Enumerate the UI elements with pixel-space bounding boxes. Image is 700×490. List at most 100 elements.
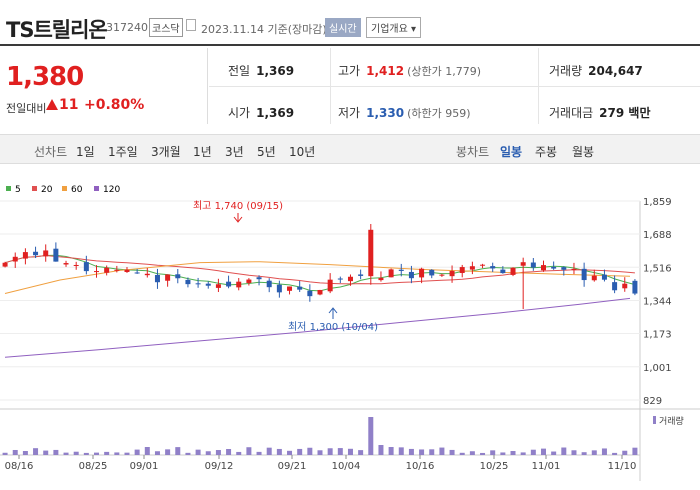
document-icon[interactable]: [186, 19, 196, 31]
candle-body: [571, 268, 577, 271]
candle-body: [53, 248, 59, 262]
candle-body: [215, 284, 221, 288]
volume-bar: [561, 447, 567, 455]
volume-bar: [581, 452, 587, 455]
volume-bar: [226, 449, 232, 455]
candle-body: [73, 264, 79, 266]
volume-bar: [540, 448, 546, 455]
candle-body: [185, 279, 191, 285]
ma-line-20: [4, 254, 635, 285]
tab-3y[interactable]: 3년: [225, 145, 244, 159]
volume-bar: [175, 447, 181, 455]
tab-10y[interactable]: 10년: [289, 145, 316, 159]
candle-body: [347, 276, 353, 282]
candle-chart-label: 봉차트: [456, 145, 490, 159]
tab-5y[interactable]: 5년: [257, 145, 276, 159]
volume-bar: [490, 450, 496, 455]
change-percent: +0.80%: [84, 97, 145, 113]
volume-bar: [398, 447, 404, 455]
stats-col-divider: [538, 48, 539, 124]
y-axis-ticks: 1,859 1,688 1,516 1,344 1,173 1,001 829: [643, 197, 672, 407]
volume-bar: [215, 450, 221, 455]
tab-1y[interactable]: 1년: [193, 145, 212, 159]
candle-body: [236, 281, 242, 288]
candle-body: [358, 274, 364, 276]
candles: [2, 223, 638, 310]
candle-body: [561, 267, 567, 270]
volume-bar: [408, 448, 414, 455]
x-tick-label: 08/16: [5, 461, 34, 472]
legend-ma20: 20: [41, 185, 53, 195]
volume-bar: [53, 449, 59, 455]
candle-body: [256, 277, 262, 280]
volume-bar: [114, 452, 120, 455]
y-tick-label: 1,173: [643, 330, 672, 341]
low-annotation: 최저 1,300 (10/04): [288, 321, 378, 333]
candle-body: [327, 279, 333, 292]
candlestick-chart[interactable]: 5 20 60 120 1,859 1,688 1,516 1,344 1,173 1,0…: [0, 165, 700, 490]
volume-bar: [134, 449, 140, 455]
volume-bar: [632, 447, 638, 455]
candle-body: [144, 273, 150, 276]
volume-bar: [327, 448, 333, 455]
x-tick-label: 10/04: [332, 461, 361, 472]
volume-bar: [622, 450, 628, 455]
volume-bar: [510, 451, 516, 455]
volume-bar: [104, 451, 110, 455]
change-value: 11: [46, 97, 78, 113]
volume-bar: [266, 447, 272, 455]
x-tick-label: 11/01: [532, 461, 561, 472]
svg-text:거래량: 거래량: [659, 415, 684, 427]
volume-bar: [144, 447, 150, 455]
chart-grid: [0, 200, 700, 481]
y-tick-label: 1,001: [643, 363, 672, 374]
line-chart-label: 선차트: [34, 145, 68, 159]
candle-body: [12, 256, 18, 262]
volume-bar: [520, 452, 526, 455]
volume-bar: [73, 451, 79, 455]
tab-3m[interactable]: 3개월: [151, 145, 181, 159]
tab-monthly[interactable]: 월봉: [572, 145, 595, 159]
stock-name: TS트릴리온: [6, 18, 108, 42]
volume-bar: [124, 452, 130, 455]
stat-volume: 거래량 204,647: [549, 64, 643, 78]
volume-bar: [337, 448, 343, 455]
candle-body: [581, 268, 587, 281]
volume-bar: [287, 450, 293, 455]
high-arrow-icon: [233, 213, 243, 223]
x-axis-ticks: 08/16 08/25 09/01 09/12 09/21 10/04 10/16 10/25…: [5, 461, 637, 472]
chart-legend: 5 20 60 120: [6, 185, 120, 195]
tab-weekly[interactable]: 주봉: [535, 145, 558, 159]
volume-bar: [347, 448, 353, 455]
candle-body: [551, 266, 557, 269]
volume-bar: [368, 417, 374, 455]
base-date: 2023.11.14 기준(장마감): [201, 23, 327, 36]
candle-body: [622, 283, 628, 289]
ma-line-60: [4, 261, 631, 294]
volume-bar: [256, 451, 262, 455]
volume-bar: [94, 452, 100, 455]
tab-1w[interactable]: 1주일: [108, 145, 138, 159]
volume-bar: [612, 452, 618, 455]
legend-ma120: 120: [103, 185, 120, 195]
volume-bar: [83, 452, 89, 455]
candle-body: [368, 229, 374, 277]
x-tick-label: 08/25: [79, 461, 108, 472]
tab-1d[interactable]: 1일: [76, 145, 95, 159]
stock-code: 317240: [106, 21, 148, 34]
volume-bar: [530, 449, 536, 455]
stat-prev: 전일 1,369: [228, 64, 295, 78]
stats-row-divider: [209, 86, 700, 87]
volume-bar: [2, 452, 8, 455]
price-summary: 1,380 전일대비 11 +0.80%: [0, 48, 208, 124]
realtime-button[interactable]: 실시간: [325, 18, 361, 37]
volume-bar: [307, 447, 313, 455]
candle-body: [22, 252, 28, 259]
up-triangle-icon: [46, 99, 58, 110]
tab-daily[interactable]: 일봉: [500, 145, 523, 159]
volume-bar: [449, 449, 455, 455]
candle-body: [205, 283, 211, 286]
company-info-dropdown[interactable]: 기업개요 ▾: [366, 17, 421, 38]
current-price: 1,380: [6, 62, 84, 92]
stat-low: 저가 1,330 (하한가 959): [338, 106, 471, 120]
